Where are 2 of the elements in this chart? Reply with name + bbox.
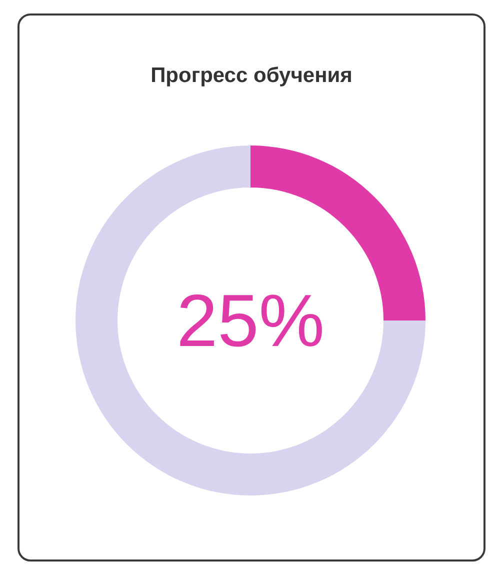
chart-title: Прогресс обучения xyxy=(150,64,352,87)
data-label: 25% xyxy=(176,279,325,362)
